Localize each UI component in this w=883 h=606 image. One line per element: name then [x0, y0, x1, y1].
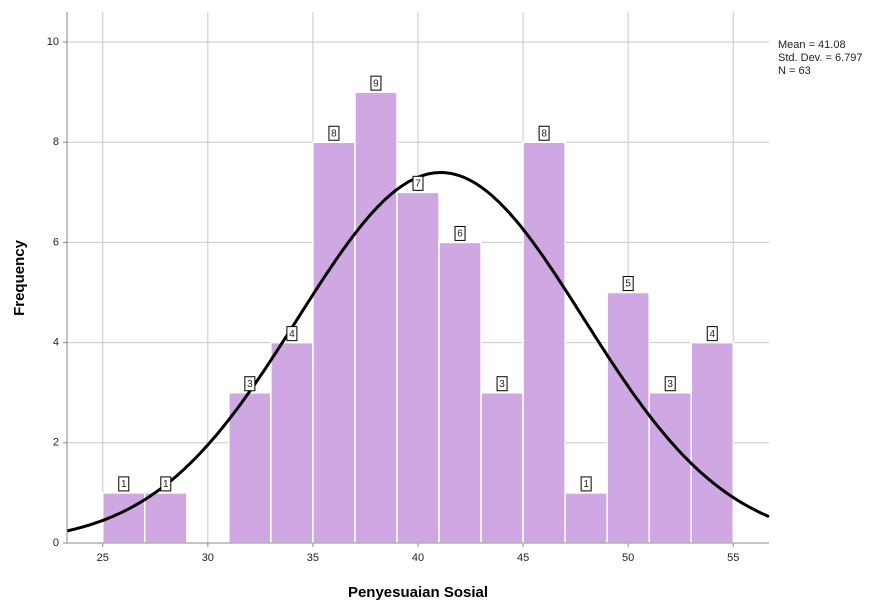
value-label-box: [412, 175, 424, 191]
stat-mean: Mean = 41.08: [778, 39, 846, 51]
y-tick-label: 8: [53, 136, 59, 148]
value-label: 5: [625, 279, 631, 290]
bar: [438, 241, 482, 544]
value-label-box: [454, 225, 466, 241]
value-label-box: [370, 75, 382, 91]
value-label: 4: [709, 329, 715, 340]
value-label: 8: [331, 128, 337, 139]
value-label: 1: [583, 479, 589, 490]
y-axis-title: Frequency: [11, 239, 28, 316]
value-label-box: [118, 476, 130, 492]
bar: [270, 341, 314, 544]
value-label: 7: [415, 178, 421, 189]
value-label-box: [622, 276, 634, 292]
x-tick-label: 45: [517, 552, 529, 564]
value-label-box: [244, 376, 256, 392]
stat-n: N = 63: [778, 65, 811, 77]
bar: [354, 91, 398, 544]
bar: [228, 391, 272, 544]
x-tick-label: 30: [202, 552, 214, 564]
x-tick-label: 55: [727, 552, 739, 564]
value-label-box: [286, 326, 298, 342]
value-label-box: [538, 125, 550, 141]
value-label: 9: [373, 78, 379, 89]
value-label: 3: [667, 379, 673, 390]
bar: [648, 391, 692, 544]
value-label: 3: [247, 379, 253, 390]
bar: [564, 492, 608, 544]
value-label-box: [580, 476, 592, 492]
value-label-box: [160, 476, 172, 492]
bar: [606, 291, 650, 544]
y-tick-label: 10: [47, 36, 59, 48]
x-tick-label: 40: [412, 552, 424, 564]
x-axis-title: Penyesuaian Sosial: [348, 584, 488, 601]
x-tick-label: 50: [622, 552, 634, 564]
value-label-box: [496, 376, 508, 392]
bar: [144, 492, 188, 544]
value-label: 4: [289, 329, 295, 340]
x-tick-label: 35: [307, 552, 319, 564]
value-label: 3: [499, 379, 505, 390]
bar: [690, 341, 735, 544]
value-label-box: [664, 376, 676, 392]
x-tick-label: 25: [97, 552, 109, 564]
y-tick-label: 0: [53, 537, 59, 549]
value-label: 6: [457, 229, 463, 240]
y-tick-label: 6: [53, 236, 59, 248]
stat-sd: Std. Dev. = 6.797: [778, 52, 863, 64]
bar: [312, 141, 356, 544]
y-tick-label: 4: [53, 337, 59, 349]
bar: [522, 141, 566, 544]
bar: [396, 191, 440, 544]
y-tick-label: 2: [53, 437, 59, 449]
bar: [480, 391, 524, 544]
value-label-box: [706, 326, 718, 342]
value-label: 1: [121, 479, 127, 490]
value-label: 8: [541, 128, 547, 139]
value-label-box: [328, 125, 340, 141]
value-label: 1: [163, 479, 169, 490]
